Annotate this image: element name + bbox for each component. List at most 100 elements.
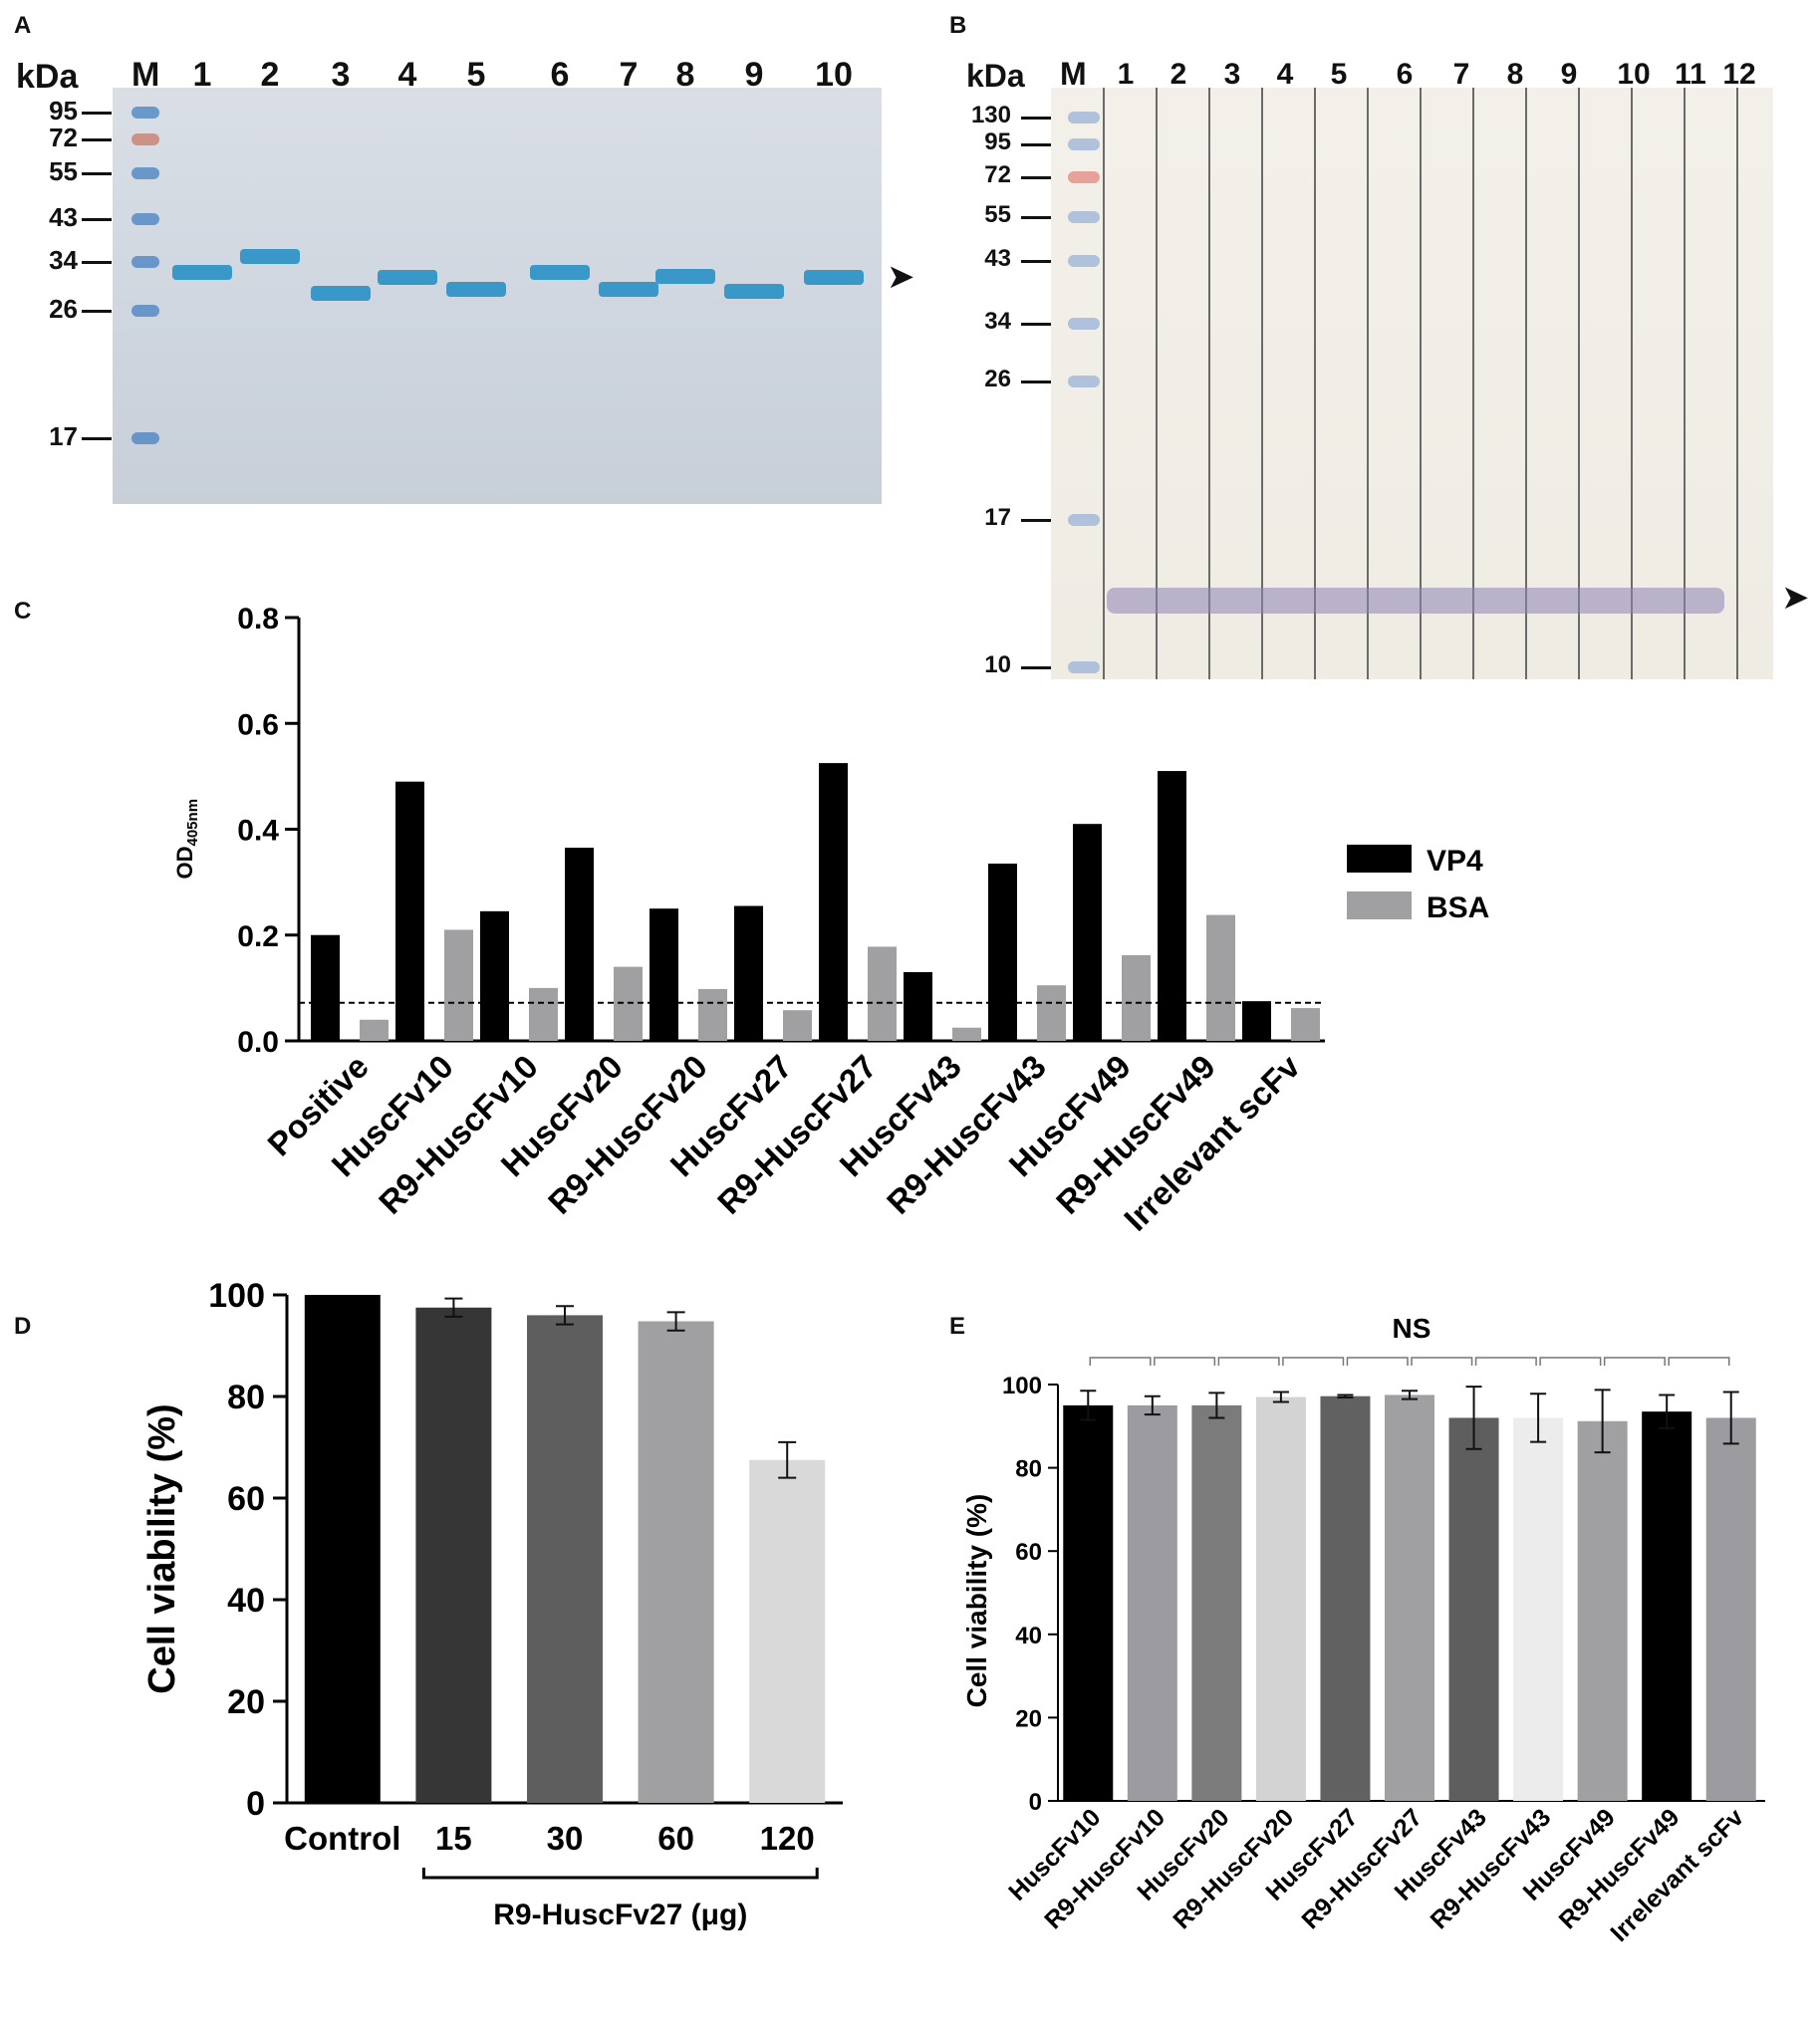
chart-c-bar-bsa <box>1291 1008 1320 1041</box>
panel-letter-e: E <box>949 1313 966 1340</box>
chart-c-bar-vp4 <box>904 971 932 1041</box>
blot-b-lane-label: 6 <box>1396 58 1414 91</box>
blot-b-strip-edge <box>1156 88 1158 679</box>
gel-a-lane-label: 4 <box>397 56 417 94</box>
blot-b-arrowhead-icon: ➤ <box>1781 579 1810 617</box>
chart-e-bar <box>1705 1417 1756 1801</box>
blot-b-mw-label: 10 <box>984 651 1011 678</box>
blot-b-ladder-band <box>1068 376 1100 387</box>
chart-e-significance-label: NS <box>1393 1313 1431 1344</box>
blot-b-lane-label: 3 <box>1223 58 1241 91</box>
blot-b-lane-label: 4 <box>1276 58 1294 91</box>
gel-a-arrowhead-icon: ➤ <box>887 258 915 296</box>
gel-a-band <box>446 282 506 297</box>
chart-e-bar <box>1385 1394 1434 1801</box>
chart-e-bar <box>1577 1420 1628 1801</box>
chart-e-ns-bracket <box>1282 1357 1345 1366</box>
chart-d-x-tick-label: 30 <box>547 1820 584 1857</box>
chart-d-x-tick-label: 15 <box>435 1820 472 1857</box>
gel-a-band <box>311 286 371 301</box>
gel-a-mw-tick <box>82 218 112 221</box>
blot-b-ladder-band <box>1068 661 1100 673</box>
blot-b-mw-label: 130 <box>970 102 1011 128</box>
gel-a-band <box>172 265 232 280</box>
blot-b-lane-label: 9 <box>1560 58 1578 91</box>
chart-c-bar-bsa <box>444 929 473 1041</box>
chart-c-bar-bsa <box>698 988 727 1041</box>
gel-a-lane-label: 10 <box>815 56 853 94</box>
blot-b-marker-lane-label: M <box>1060 56 1087 92</box>
blot-b-mw-tick <box>1021 519 1051 522</box>
blot-b-mw-tick <box>1021 260 1051 263</box>
blot-b-mw-tick <box>1021 216 1051 219</box>
chart-e-ns-bracket <box>1089 1357 1152 1366</box>
chart-c-bar-vp4 <box>565 848 594 1041</box>
gel-a-mw-label: 72 <box>49 123 78 152</box>
blot-b-strip-edge <box>1631 88 1633 679</box>
chart-d-viability: 0 20 40 60 80 100 Cell viability (%) Control 15 3… <box>141 1277 843 1931</box>
chart-d-bar <box>304 1295 381 1803</box>
chart-d-y-label: Cell viability (%) <box>141 1403 183 1693</box>
chart-d-y-tick-label: 20 <box>227 1683 265 1721</box>
chart-c-elisa: 0.00.20.40.60.8OD405nmPositiveHuscFv10R9… <box>172 603 1489 1238</box>
chart-d-group-label: R9-HuscFv27 (μg) <box>493 1899 747 1931</box>
gel-a-band <box>240 249 300 264</box>
blot-b-mw-tick <box>1021 176 1051 179</box>
gel-a-marker-lane-label: M <box>131 56 160 94</box>
gel-a-ladder-band <box>131 213 159 225</box>
chart-e-y-tick-label: 60 <box>1015 1539 1042 1566</box>
blot-b-mw-tick <box>1021 117 1051 120</box>
blot-b-lane-label: 12 <box>1722 58 1756 91</box>
chart-e-ns-bracket <box>1217 1357 1280 1366</box>
gel-a-mw-tick <box>82 261 112 264</box>
chart-c-bar-vp4 <box>311 934 340 1041</box>
gel-a-ladder-band <box>131 256 159 268</box>
blot-b-strip-edge <box>1420 88 1422 679</box>
chart-e-ns-bracket <box>1603 1357 1666 1366</box>
gel-a-lane-label: 9 <box>744 56 764 94</box>
chart-c-bar-bsa <box>614 966 643 1041</box>
gel-a-ladder-band <box>131 167 159 179</box>
gel-a-mw-tick <box>82 310 112 313</box>
chart-e-ns-bracket <box>1154 1357 1216 1366</box>
gel-a-lane-label: 2 <box>260 56 280 94</box>
gel-a-band <box>655 269 715 284</box>
blot-b-mw-label: 26 <box>984 366 1011 392</box>
chart-c-legend-label: VP4 <box>1427 845 1483 878</box>
chart-c-bar-vp4 <box>650 908 678 1041</box>
chart-e-y-label: Cell viability (%) <box>961 1494 992 1708</box>
gel-a-ladder-band <box>131 305 159 317</box>
chart-d-y-tick-label: 40 <box>227 1582 265 1620</box>
blot-b-strip-edge <box>1684 88 1686 679</box>
gel-a-band <box>724 284 784 299</box>
blot-b-mw-label: 72 <box>984 161 1011 188</box>
blot-b-strip-edge <box>1525 88 1527 679</box>
gel-a-band <box>804 270 864 285</box>
chart-d-x-tick-label: 120 <box>760 1820 815 1857</box>
blot-b-strip-edge <box>1208 88 1210 679</box>
chart-d-x-tick-label: 60 <box>657 1820 694 1857</box>
chart-e-y-tick-label: 100 <box>1002 1373 1042 1399</box>
chart-e-bar <box>1127 1404 1177 1801</box>
chart-d-group-bracket <box>421 1868 819 1880</box>
blot-b-strip-edge <box>1578 88 1580 679</box>
chart-e-ns-bracket <box>1346 1357 1409 1366</box>
blot-b-ladder-band <box>1068 171 1100 183</box>
chart-c-bar-bsa <box>1206 914 1235 1041</box>
blot-b-ladder-band <box>1068 138 1100 150</box>
gel-a-mw-label: 55 <box>49 156 78 186</box>
blot-b-ladder-band <box>1068 514 1100 526</box>
gel-a-ladder-band <box>131 432 159 444</box>
chart-e-bar <box>1191 1404 1242 1801</box>
blot-b-strip-edge <box>1314 88 1316 679</box>
blot-b-ladder-band <box>1068 112 1100 124</box>
blot-b-lane-label: 8 <box>1506 58 1524 91</box>
blot-b-mw-label: 34 <box>984 308 1011 335</box>
gel-a-band <box>530 265 590 280</box>
chart-d-y-tick-label: 0 <box>246 1785 265 1823</box>
blot-b-band <box>1107 588 1724 614</box>
gel-a-mw-label: 17 <box>49 421 78 451</box>
chart-e-bar <box>1255 1396 1306 1801</box>
gel-a-mw-tick <box>82 112 112 115</box>
chart-e-bar <box>1063 1404 1114 1801</box>
